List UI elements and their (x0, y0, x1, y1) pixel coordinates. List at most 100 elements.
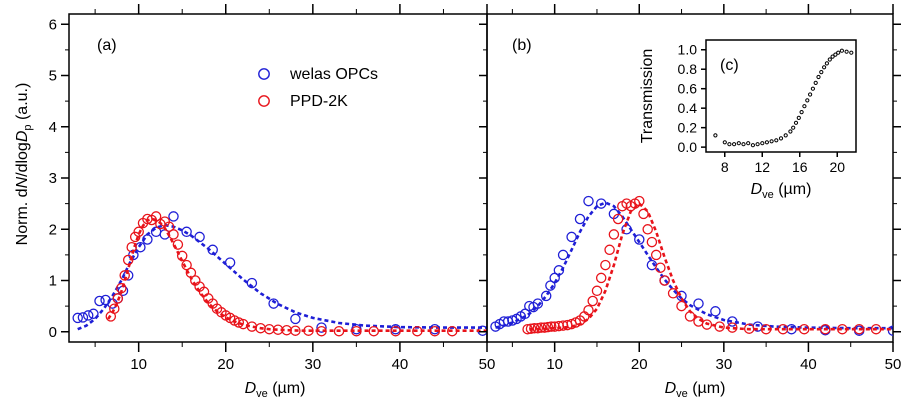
data-point-transmission (755, 142, 760, 147)
y-tick-label: 0.4 (678, 100, 698, 116)
legend-label-welas: welas OPCs (289, 66, 378, 83)
data-point-welas (545, 280, 556, 291)
panel-b: 10 20 30 40 50 (b) (479, 4, 901, 373)
data-point-ppd (600, 259, 611, 271)
data-point-ppd (655, 262, 666, 273)
x-tick-label: 50 (479, 356, 496, 373)
data-point-welas (168, 211, 179, 222)
data-point-welas (316, 322, 327, 333)
inset-x-label-sub: ve (762, 189, 774, 201)
data-point-welas (94, 295, 105, 307)
data-point-transmission (799, 110, 804, 115)
y-tick-label: 0.2 (678, 120, 698, 136)
data-point-welas (532, 298, 544, 309)
data-point-welas (557, 249, 569, 261)
data-point-welas (72, 312, 83, 324)
data-point-ppd (181, 259, 192, 271)
data-point-ppd (608, 229, 620, 240)
data-point-welas (693, 298, 704, 309)
series-group (490, 195, 893, 336)
data-point-transmission (764, 140, 770, 145)
data-point-welas (634, 234, 645, 245)
data-point-ppd (525, 323, 537, 334)
data-point-ppd (168, 229, 179, 240)
inset-y-axis-label: Transmission (639, 49, 656, 144)
data-point-welas (710, 306, 721, 317)
data-point-welas (82, 310, 94, 321)
data-point-transmission (760, 141, 765, 146)
data-point-ppd (150, 211, 162, 222)
panel-label: (a) (97, 37, 117, 54)
y-tick-label: 0 (49, 324, 57, 341)
data-point-transmission (808, 92, 813, 97)
fit-line-welas_fit (495, 201, 893, 330)
data-point-transmission (802, 104, 807, 109)
data-point-transmission (836, 50, 841, 55)
data-point-welas (887, 325, 893, 336)
data-point-transmission (844, 49, 849, 54)
data-point-ppd (634, 195, 645, 207)
data-point-ppd (743, 323, 755, 334)
y-tick-label: 0.8 (678, 61, 698, 77)
panel-label: (c) (720, 57, 739, 74)
data-point-welas (583, 195, 594, 207)
data-point-welas (181, 226, 192, 238)
data-point-welas (224, 257, 236, 268)
data-point-ppd (650, 249, 662, 261)
data-point-transmission (722, 140, 727, 145)
data-point-transmission (732, 142, 737, 147)
data-point-transmission (816, 74, 821, 80)
x-tick-label: 8 (721, 159, 729, 175)
data-point-welas (574, 213, 586, 225)
x-tick-label: 10 (130, 356, 147, 373)
data-point-transmission (849, 50, 854, 55)
y-tick-label: 6 (49, 16, 57, 33)
legend-marker-welas (258, 68, 270, 80)
data-point-transmission (741, 142, 746, 147)
data-point-transmission (750, 143, 756, 148)
panel-label: (b) (512, 37, 532, 54)
panel-a: 10 20 30 40 50 0 1 2 3 4 5 6 (a) welas OPCs PPD-2K (49, 4, 496, 373)
data-point-ppd (701, 319, 713, 330)
data-point-transmission (788, 129, 793, 134)
data-point-transmission (791, 125, 796, 130)
x-tick-label: 30 (715, 356, 732, 373)
data-point-ppd (133, 226, 144, 238)
data-point-ppd (684, 311, 696, 322)
data-point-transmission (822, 65, 827, 70)
x-tick-label: 10 (546, 356, 563, 373)
data-point-ppd (583, 304, 594, 316)
x-tick-label: 16 (792, 159, 808, 175)
inset-x-label-d: D (751, 181, 763, 198)
data-point-ppd (539, 322, 550, 333)
x-tick-label: 20 (829, 159, 845, 175)
legend-label-ppd: PPD-2K (290, 93, 348, 110)
data-point-ppd (604, 244, 615, 256)
data-point-ppd (646, 236, 658, 248)
data-point-ppd (642, 224, 653, 235)
y-axis-label: Norm. dN/dlogDp (a.u.) (14, 83, 34, 246)
x-axis-label-right: Dve (µm) (665, 380, 726, 400)
data-point-transmission (778, 136, 784, 141)
data-point-transmission (810, 86, 816, 91)
y-tick-label: 4 (49, 119, 57, 136)
legend-marker-ppd (258, 95, 270, 107)
data-point-ppd (612, 213, 624, 225)
data-point-transmission (833, 52, 838, 57)
data-point-transmission (736, 141, 741, 146)
fit-line-welas_fit (77, 223, 487, 331)
data-point-transmission (824, 61, 830, 66)
x-tick-label: 12 (754, 159, 770, 175)
y-tick-label: 5 (49, 68, 57, 85)
data-point-welas (290, 313, 301, 325)
data-point-transmission (819, 70, 824, 75)
y-tick-label: 0.6 (678, 81, 698, 97)
data-point-ppd (368, 325, 380, 337)
fit-line-ppd_fit (529, 201, 893, 331)
inset-x-label-unit: (µm) (774, 181, 812, 198)
data-point-transmission (839, 48, 845, 53)
data-point-welas (566, 231, 577, 243)
inset-x-axis-label: Dve (µm) (751, 181, 812, 201)
panel-c-inset: 8 12 16 20 0.0 0.2 0.4 0.6 0.8 1.0 Transmission Dve… (639, 39, 857, 201)
